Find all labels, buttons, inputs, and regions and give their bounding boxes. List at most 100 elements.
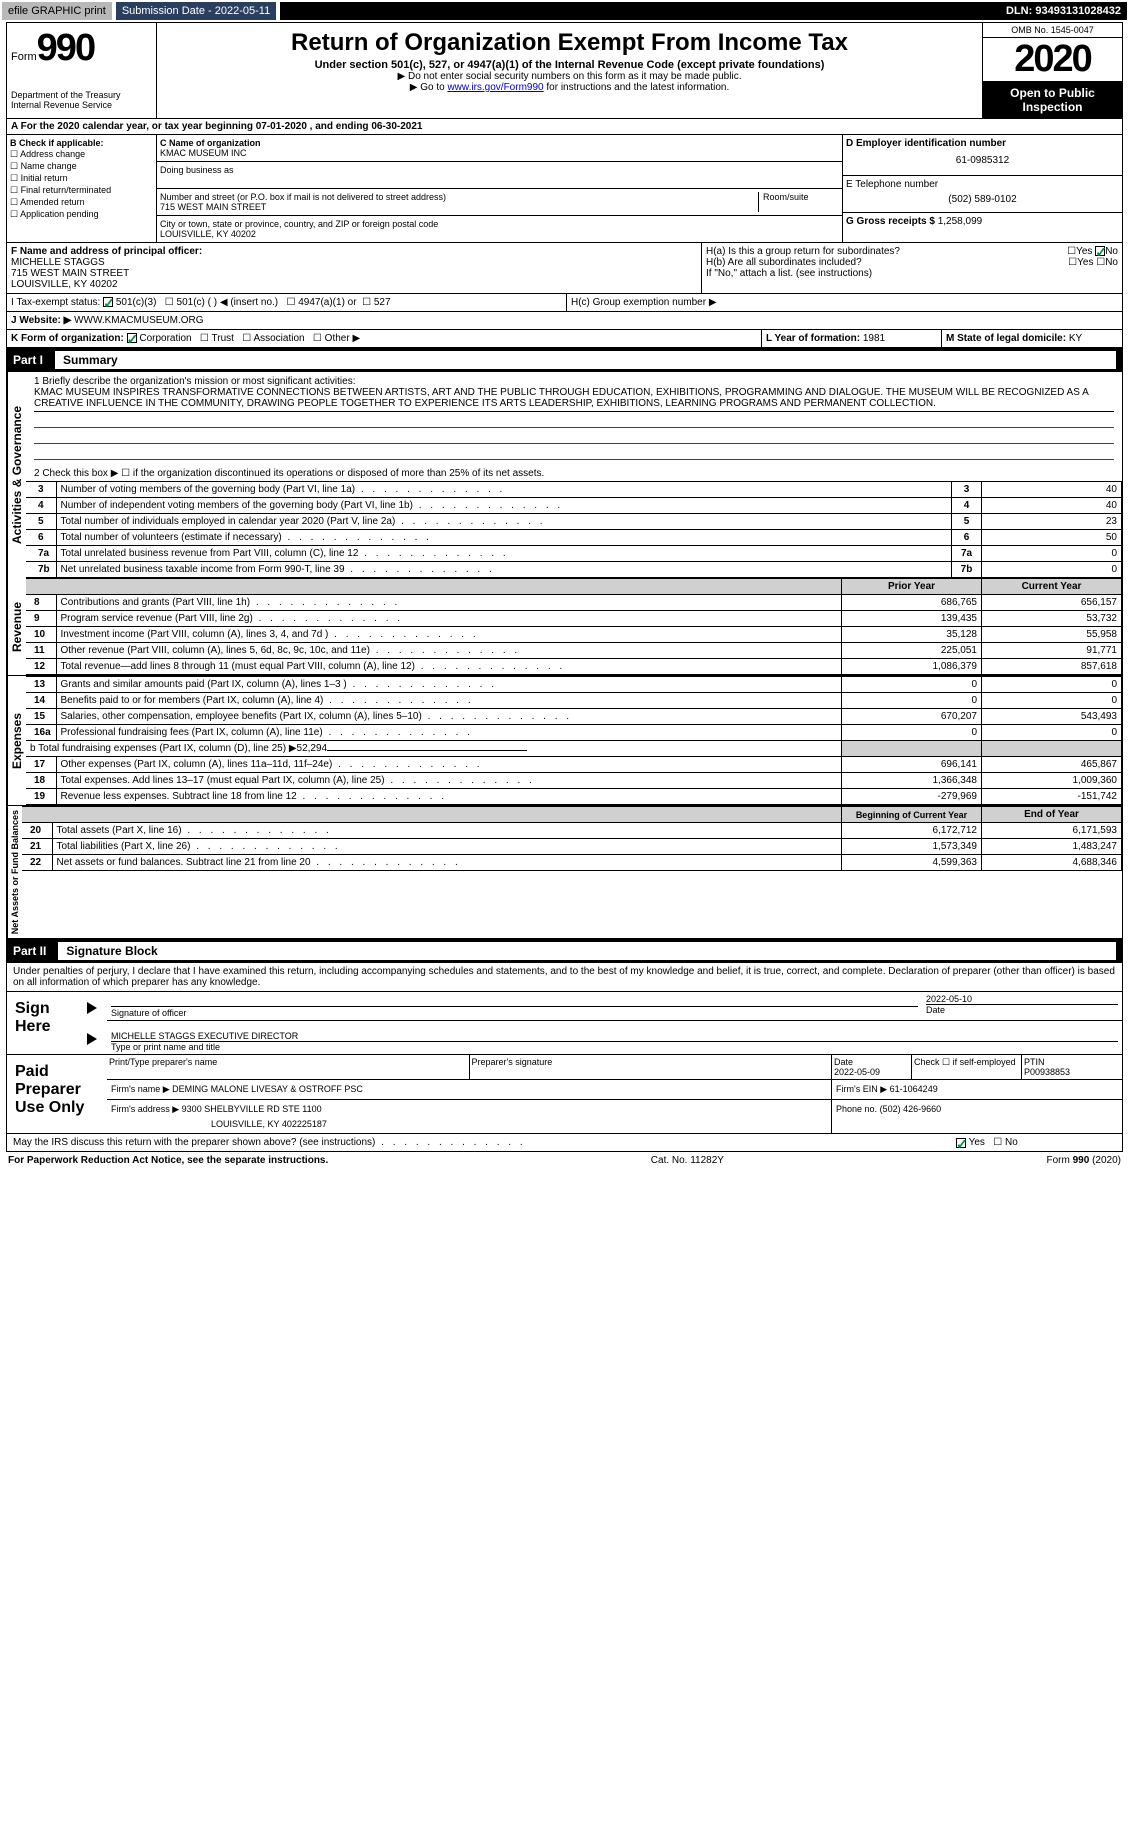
mission-text: KMAC MUSEUM INSPIRES TRANSFORMATIVE CONN…	[34, 387, 1114, 412]
officer-typed: MICHELLE STAGGS EXECUTIVE DIRECTOR	[111, 1031, 1118, 1041]
mission-block: 1 Briefly describe the organization's mi…	[26, 372, 1122, 466]
table-row: 13Grants and similar amounts paid (Part …	[26, 677, 1122, 693]
governance-label: Activities & Governance	[7, 372, 26, 578]
omb-number: OMB No. 1545-0047	[983, 23, 1122, 38]
col-f: F Name and address of principal officer:…	[7, 243, 702, 293]
table-row: 10Investment income (Part VIII, column (…	[26, 627, 1122, 643]
hc-cell: H(c) Group exemption number ▶	[567, 294, 1122, 311]
ha-no-checkbox[interactable]	[1095, 246, 1105, 256]
year-box: OMB No. 1545-0047 2020 Open to Public In…	[982, 23, 1122, 118]
table-row: 15Salaries, other compensation, employee…	[26, 709, 1122, 725]
section-bcd: B Check if applicable: ☐ Address change☐…	[7, 135, 1122, 243]
footer: For Paperwork Reduction Act Notice, see …	[0, 1152, 1129, 1169]
table-row: 7aTotal unrelated business revenue from …	[26, 546, 1122, 562]
k-option[interactable]: Corporation	[127, 333, 198, 344]
org-name-row: C Name of organization KMAC MUSEUM INC	[157, 135, 842, 162]
phone-value: (502) 589-0102	[846, 190, 1119, 209]
arrow-icon	[87, 1033, 97, 1045]
k-option[interactable]: ☐ Association	[239, 333, 310, 344]
table-row: 7bNet unrelated business taxable income …	[26, 562, 1122, 578]
prep-date: 2022-05-09	[834, 1067, 909, 1077]
table-row: 19Revenue less expenses. Subtract line 1…	[26, 789, 1122, 805]
gross-value: 1,258,099	[938, 216, 983, 227]
table-row: 22Net assets or fund balances. Subtract …	[22, 855, 1122, 871]
sign-here-label: Sign Here	[7, 992, 87, 1054]
netassets-table: Beginning of Current YearEnd of Year 20T…	[22, 806, 1122, 871]
arrow-icon	[87, 1002, 97, 1014]
section-fh: F Name and address of principal officer:…	[7, 243, 1122, 294]
gross-row: G Gross receipts $ 1,258,099	[843, 213, 1122, 230]
phone-row: E Telephone number (502) 589-0102	[843, 176, 1122, 213]
ein-row: D Employer identification number 61-0985…	[843, 135, 1122, 176]
paid-preparer-block: Paid Preparer Use Only Print/Type prepar…	[7, 1055, 1122, 1134]
k-option[interactable]: ☐ Other ▶	[310, 333, 366, 344]
governance-table: 3Number of voting members of the governi…	[26, 481, 1122, 578]
officer-name: MICHELLE STAGGS	[11, 257, 697, 268]
table-row: 8Contributions and grants (Part VIII, li…	[26, 595, 1122, 611]
table-row: 6Total number of volunteers (estimate if…	[26, 530, 1122, 546]
table-row: 4Number of independent voting members of…	[26, 498, 1122, 514]
col-b-checkboxes: B Check if applicable: ☐ Address change☐…	[7, 135, 157, 242]
b-option[interactable]: ☐ Application pending	[10, 209, 153, 220]
firm-addr: 9300 SHELBYVILLE RD STE 1100	[182, 1104, 322, 1114]
table-row: 3Number of voting members of the governi…	[26, 482, 1122, 498]
b-option[interactable]: ☐ Address change	[10, 149, 153, 160]
row-i-tax-exempt: I Tax-exempt status: 501(c)(3) ☐ 501(c) …	[7, 294, 1122, 312]
b-option[interactable]: ☐ Amended return	[10, 197, 153, 208]
form-container: Form990 Department of the Treasury Inter…	[6, 22, 1123, 1152]
501c3-checkbox[interactable]	[103, 297, 113, 307]
b-option[interactable]: ☐ Name change	[10, 161, 153, 172]
declaration: Under penalties of perjury, I declare th…	[7, 963, 1122, 992]
city-row: City or town, state or province, country…	[157, 216, 842, 242]
addr-row: Number and street (or P.O. box if mail i…	[157, 189, 842, 216]
top-toolbar: efile GRAPHIC print Submission Date - 20…	[0, 0, 1129, 22]
col-d-info: D Employer identification number 61-0985…	[842, 135, 1122, 242]
b-label: B Check if applicable:	[10, 138, 153, 148]
part1-header: Part I Summary	[7, 348, 1122, 372]
ptin-value: P00938853	[1024, 1067, 1120, 1077]
footer-left: For Paperwork Reduction Act Notice, see …	[8, 1155, 328, 1166]
submission-tag: Submission Date - 2022-05-11	[116, 2, 276, 20]
footer-right: Form 990 (2020)	[1047, 1155, 1121, 1166]
expenses-section: Expenses 13Grants and similar amounts pa…	[7, 676, 1122, 806]
row-klm: K Form of organization: Corporation ☐ Tr…	[7, 330, 1122, 348]
hint-ssn: ▶ Do not enter social security numbers o…	[161, 71, 978, 82]
table-row: 5Total number of individuals employed in…	[26, 514, 1122, 530]
table-row: 12Total revenue—add lines 8 through 11 (…	[26, 659, 1122, 675]
form-subtitle: Under section 501(c), 527, or 4947(a)(1)…	[161, 59, 978, 71]
k-option[interactable]: ☐ Trust	[197, 333, 239, 344]
b-option[interactable]: ☐ Initial return	[10, 173, 153, 184]
org-city: LOUISVILLE, KY 40202	[160, 229, 839, 239]
dln-tag: DLN: 93493131028432	[280, 2, 1127, 20]
form-title: Return of Organization Exempt From Incom…	[161, 29, 978, 57]
paid-label: Paid Preparer Use Only	[7, 1055, 107, 1133]
officer-addr: 715 WEST MAIN STREET	[11, 268, 697, 279]
ein-value: 61-0985312	[846, 149, 1119, 172]
expenses-table: 13Grants and similar amounts paid (Part …	[26, 676, 1122, 805]
revenue-section: Revenue Prior YearCurrent Year 8Contribu…	[7, 578, 1122, 676]
open-inspection: Open to Public Inspection	[983, 82, 1122, 118]
revenue-label: Revenue	[7, 578, 26, 675]
b-option[interactable]: ☐ Final return/terminated	[10, 185, 153, 196]
table-row: 20Total assets (Part X, line 16)6,172,71…	[22, 823, 1122, 839]
officer-city: LOUISVILLE, KY 40202	[11, 279, 697, 290]
revenue-table: Prior YearCurrent Year 8Contributions an…	[26, 578, 1122, 675]
row-a-period: A For the 2020 calendar year, or tax yea…	[7, 119, 1122, 135]
discuss-yes-checkbox[interactable]	[956, 1138, 966, 1148]
dba-row: Doing business as	[157, 162, 842, 189]
firm-name: DEMING MALONE LIVESAY & OSTROFF PSC	[172, 1084, 363, 1094]
org-address: 715 WEST MAIN STREET	[160, 202, 758, 212]
firm-ein: 61-1064249	[890, 1084, 938, 1094]
netassets-section: Net Assets or Fund Balances Beginning of…	[7, 806, 1122, 939]
table-row: 9Program service revenue (Part VIII, lin…	[26, 611, 1122, 627]
table-row: 16aProfessional fundraising fees (Part I…	[26, 725, 1122, 741]
sig-officer-line: Signature of officer	[107, 992, 922, 1020]
irs-link[interactable]: www.irs.gov/Form990	[447, 82, 543, 93]
form-label: Form	[11, 51, 37, 63]
line2: 2 Check this box ▶ ☐ if the organization…	[26, 466, 1122, 481]
table-row: 17Other expenses (Part IX, column (A), l…	[26, 757, 1122, 773]
hint-link: ▶ Go to www.irs.gov/Form990 for instruct…	[161, 82, 978, 93]
footer-mid: Cat. No. 11282Y	[651, 1155, 724, 1166]
efile-tag[interactable]: efile GRAPHIC print	[2, 2, 112, 20]
firm-city: LOUISVILLE, KY 402225187	[111, 1115, 827, 1129]
